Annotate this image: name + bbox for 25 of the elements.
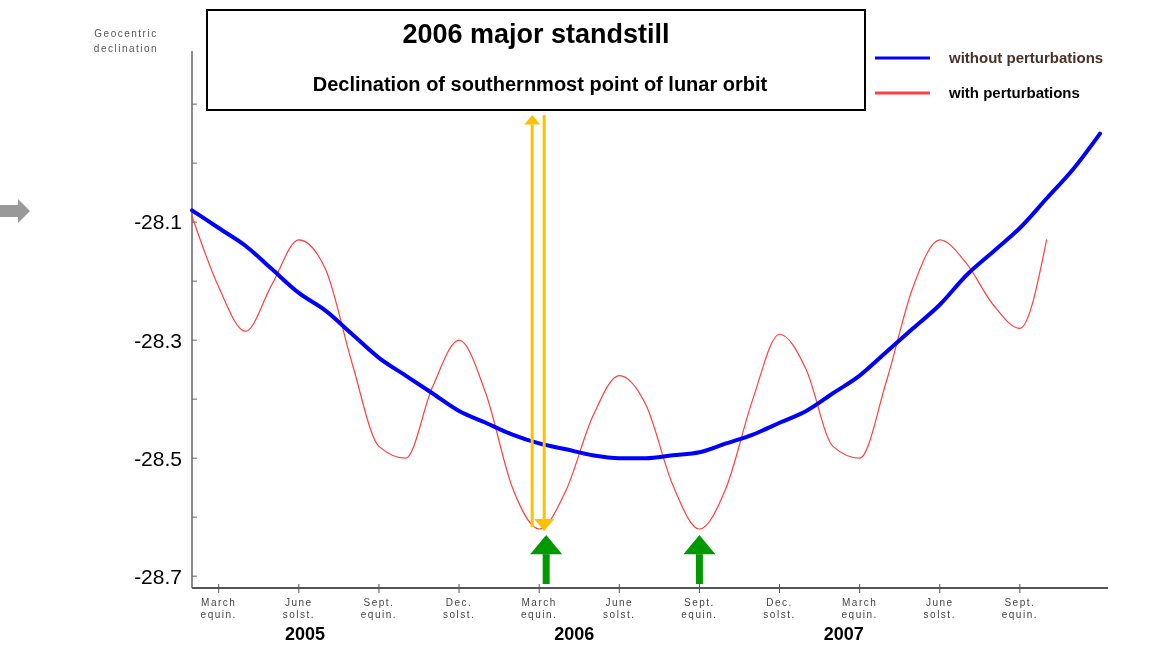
x-tick-label: June solst. (603, 597, 636, 620)
x-tick-label: March equin. (521, 597, 558, 620)
y-tick-label: -28.7 (134, 564, 182, 588)
x-tick-label: June solst. (923, 597, 956, 620)
x-tick-label: Dec. solst. (763, 597, 796, 620)
legend-label: with perturbations (948, 84, 1080, 102)
text: 2006 (554, 624, 595, 644)
line-series (191, 215, 1048, 530)
y-tick-label: -28.5 (134, 446, 182, 470)
x-tick-label: Sept. equin. (1001, 597, 1039, 620)
x-tick-label: Sept. equin. (681, 597, 718, 620)
chart-title: 2006 major standstill (402, 19, 670, 49)
x-tick-label: March equin. (200, 597, 237, 620)
text: 2005 (284, 624, 326, 644)
line-series (190, 131, 1102, 461)
text: Declination of southernmost point of lunar orbit (312, 73, 768, 95)
x-tick-label: June solst. (282, 597, 315, 620)
x-tick-label: Dec. solst. (442, 597, 476, 620)
x-tick-label: Sept. equin. (360, 597, 398, 620)
y-tick-label: -28.3 (134, 328, 182, 352)
y-tick-label: -28.1 (134, 210, 182, 234)
y-axis-title: Geocentric declination (93, 28, 159, 54)
text: 2007 (823, 624, 864, 644)
legend-label: without perturbations (948, 49, 1104, 67)
x-tick-label: March equin. (841, 597, 878, 620)
